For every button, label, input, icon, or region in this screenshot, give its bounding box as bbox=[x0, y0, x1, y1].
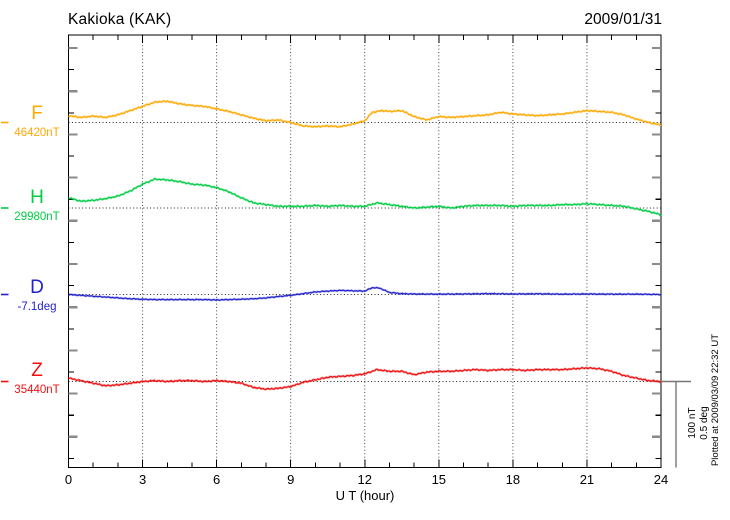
trace-band-h bbox=[67, 177, 662, 217]
trace-d bbox=[68, 286, 662, 301]
trace-z bbox=[68, 366, 662, 391]
x-axis-label: U T (hour) bbox=[335, 488, 395, 503]
series-baseline-value-d: -7.1deg bbox=[17, 301, 57, 313]
hour-tick-label: 3 bbox=[139, 472, 146, 487]
hour-tick-label: 18 bbox=[506, 472, 520, 487]
series-label-d: D -7.1deg bbox=[8, 277, 66, 313]
trace-f bbox=[68, 100, 662, 128]
hour-tick-label: 15 bbox=[432, 472, 446, 487]
trace-h bbox=[68, 177, 662, 216]
hour-tick-label: 12 bbox=[358, 472, 372, 487]
scale-bar-nt: 100 nT bbox=[687, 407, 698, 439]
series-baseline-value-h: 29980nT bbox=[14, 211, 60, 223]
hour-tick-label: 6 bbox=[213, 472, 220, 487]
plot-date: 2009/01/31 bbox=[584, 11, 662, 28]
hour-tick-label: 21 bbox=[580, 472, 594, 487]
series-baseline-value-f: 46420nT bbox=[14, 127, 60, 139]
series-baseline-value-z: 35440nT bbox=[14, 384, 60, 396]
plotted-timestamp-note: Plotted at 2009/03/09 22:32 UT bbox=[710, 333, 721, 467]
hour-tick-label: 9 bbox=[287, 472, 294, 487]
series-letter-h: H bbox=[30, 187, 44, 208]
hour-tick-label: 0 bbox=[65, 472, 72, 487]
observatory-title: Kakioka (KAK) bbox=[68, 11, 172, 28]
series-letter-f: F bbox=[31, 103, 43, 124]
series-label-z: Z 35440nT bbox=[8, 360, 66, 396]
hour-tick-label: 24 bbox=[654, 472, 668, 487]
series-label-f: F 46420nT bbox=[8, 103, 66, 139]
scale-bar-label: 100 nT 0.5 deg bbox=[687, 393, 711, 453]
series-letter-d: D bbox=[30, 277, 44, 298]
series-letter-z: Z bbox=[31, 360, 43, 381]
series-label-h: H 29980nT bbox=[8, 187, 66, 223]
scale-bar-deg: 0.5 deg bbox=[698, 406, 710, 440]
